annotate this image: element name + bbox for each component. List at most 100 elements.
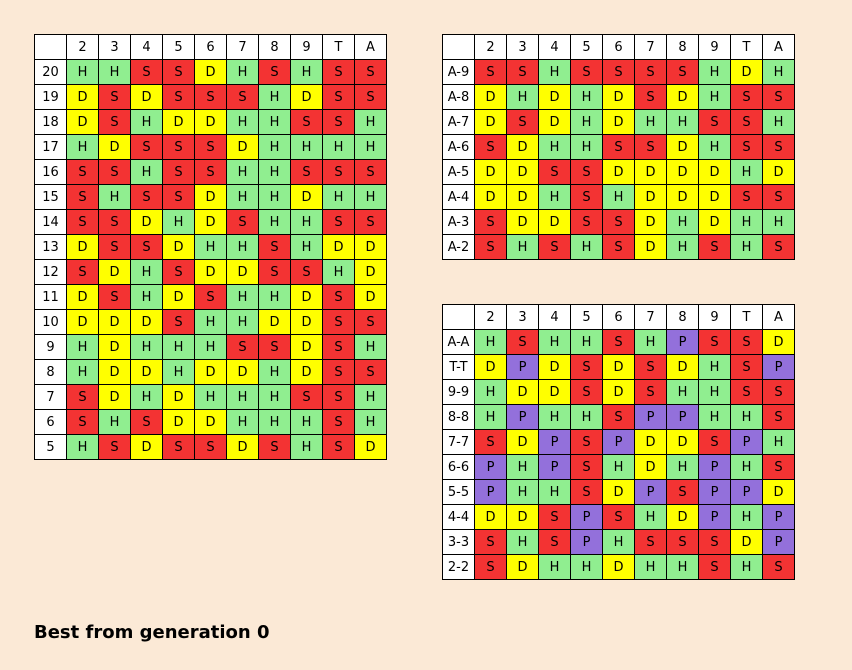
row-label: 20 xyxy=(34,59,67,85)
table-row: 4-4 D D S P S H D P H P xyxy=(442,504,795,530)
action-cell: D xyxy=(730,529,763,555)
action-cell: S xyxy=(162,84,195,110)
action-cell: H xyxy=(602,529,635,555)
action-cell: D xyxy=(194,409,227,435)
action-cell: H xyxy=(354,409,387,435)
action-cell: H xyxy=(226,59,259,85)
action-cell: S xyxy=(474,554,507,580)
action-cell: H xyxy=(226,159,259,185)
action-cell: H xyxy=(666,554,699,580)
action-cell: D xyxy=(194,359,227,385)
column-header: 8 xyxy=(258,34,291,60)
action-cell: S xyxy=(730,329,763,355)
action-cell: D xyxy=(474,354,507,380)
row-label: 6-6 xyxy=(442,454,475,480)
action-cell: H xyxy=(130,334,163,360)
action-cell: H xyxy=(698,59,731,85)
action-cell: S xyxy=(162,309,195,335)
table-row: 13 D S S D H H S H D D xyxy=(34,234,387,260)
row-label: A-8 xyxy=(442,84,475,110)
action-cell: P xyxy=(602,429,635,455)
action-cell: D xyxy=(98,309,131,335)
action-cell: D xyxy=(130,434,163,460)
action-cell: H xyxy=(506,479,539,505)
table-row: 14 S S D H D S H H S S xyxy=(34,209,387,235)
column-header: 5 xyxy=(570,34,603,60)
action-cell: H xyxy=(634,329,667,355)
row-label: 7-7 xyxy=(442,429,475,455)
action-cell: D xyxy=(354,434,387,460)
action-cell: S xyxy=(474,134,507,160)
action-cell: S xyxy=(322,84,355,110)
action-cell: D xyxy=(698,209,731,235)
action-cell: H xyxy=(698,134,731,160)
action-cell: D xyxy=(130,359,163,385)
row-label: 18 xyxy=(34,109,67,135)
action-cell: D xyxy=(730,59,763,85)
action-cell: D xyxy=(698,184,731,210)
action-cell: H xyxy=(322,134,355,160)
action-cell: H xyxy=(570,84,603,110)
action-cell: S xyxy=(290,384,323,410)
action-cell: S xyxy=(602,329,635,355)
action-cell: P xyxy=(474,454,507,480)
action-cell: D xyxy=(258,309,291,335)
row-label: A-A xyxy=(442,329,475,355)
action-cell: S xyxy=(66,209,99,235)
action-cell: H xyxy=(258,384,291,410)
corner-cell xyxy=(34,34,67,60)
action-cell: D xyxy=(634,209,667,235)
row-label: A-7 xyxy=(442,109,475,135)
action-cell: D xyxy=(602,354,635,380)
action-cell: P xyxy=(634,479,667,505)
action-cell: H xyxy=(506,529,539,555)
action-cell: P xyxy=(698,504,731,530)
action-cell: H xyxy=(162,209,195,235)
action-cell: D xyxy=(602,159,635,185)
action-cell: D xyxy=(666,159,699,185)
action-cell: H xyxy=(226,184,259,210)
row-label: 6 xyxy=(34,409,67,435)
action-cell: S xyxy=(762,234,795,260)
action-cell: D xyxy=(538,209,571,235)
row-label: A-9 xyxy=(442,59,475,85)
action-cell: D xyxy=(162,109,195,135)
action-cell: H xyxy=(322,259,355,285)
action-cell: S xyxy=(570,454,603,480)
action-cell: H xyxy=(66,434,99,460)
action-cell: S xyxy=(98,209,131,235)
action-cell: H xyxy=(226,309,259,335)
column-header: 6 xyxy=(602,304,635,330)
action-cell: D xyxy=(162,409,195,435)
table-row: 8-8 H P H H S P P H H S xyxy=(442,404,795,430)
row-label: 5-5 xyxy=(442,479,475,505)
action-cell: D xyxy=(290,284,323,310)
action-cell: H xyxy=(730,504,763,530)
action-cell: D xyxy=(162,284,195,310)
action-cell: H xyxy=(698,379,731,405)
action-cell: S xyxy=(322,409,355,435)
column-header: 4 xyxy=(538,34,571,60)
action-cell: H xyxy=(290,409,323,435)
action-cell: D xyxy=(506,209,539,235)
action-cell: S xyxy=(130,184,163,210)
action-cell: S xyxy=(322,334,355,360)
pairs-table: 2 3 4 5 6 7 8 9 T A A-A H S H H S H P S S D T-T D P D S D S D H S P 9-9 H… xyxy=(442,304,795,580)
column-header: A xyxy=(762,304,795,330)
action-cell: D xyxy=(666,429,699,455)
hard-totals-table: 2 3 4 5 6 7 8 9 T A 20 H H S S D H S H S S 19 D S D S S S H D S S 18 D S H D… xyxy=(34,34,387,460)
soft-totals-table: 2 3 4 5 6 7 8 9 T A A-9 S S H S S S S H D H A-8 D H D H D S D H S S A-7 D… xyxy=(442,34,795,260)
action-cell: S xyxy=(162,259,195,285)
action-cell: S xyxy=(634,134,667,160)
action-cell: S xyxy=(98,284,131,310)
column-header: 7 xyxy=(226,34,259,60)
action-cell: S xyxy=(698,529,731,555)
action-cell: D xyxy=(474,159,507,185)
action-cell: S xyxy=(730,109,763,135)
action-cell: S xyxy=(634,529,667,555)
action-cell: S xyxy=(226,84,259,110)
action-cell: D xyxy=(194,184,227,210)
row-label: A-2 xyxy=(442,234,475,260)
